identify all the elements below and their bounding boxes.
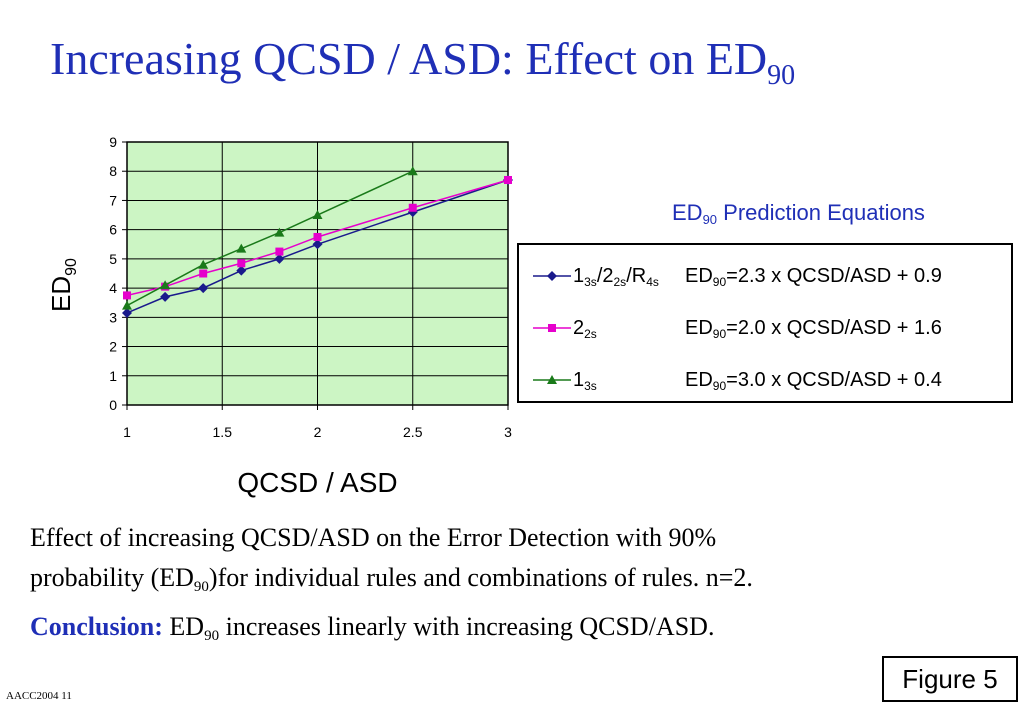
legend-equation-1: ED90=2.3 x QCSD/ASD + 0.9 — [685, 265, 942, 289]
data-point-triangle — [236, 243, 247, 253]
data-point-diamond — [312, 239, 323, 250]
data-point-diamond — [274, 253, 285, 264]
y-tick-label: 1 — [109, 368, 117, 384]
legend-item-2: 22s ED90=2.0 x QCSD/ASD + 1.6 — [519, 314, 1011, 344]
y-tick-label: 5 — [109, 251, 117, 267]
conclusion-text: ED90 increases linearly with increasing … — [162, 612, 715, 644]
y-axis-label: ED90 — [46, 258, 80, 312]
data-point-diamond — [236, 265, 247, 276]
y-tick-label: 4 — [109, 280, 117, 296]
caption-line-1: Effect of increasing QCSD/ASD on the Err… — [30, 523, 717, 552]
y-tick-label: 2 — [109, 339, 117, 355]
x-tick-label: 2 — [314, 424, 322, 440]
plot-border — [126, 141, 509, 406]
y-tick-label: 0 — [109, 397, 117, 413]
data-point-square — [408, 203, 417, 212]
legend-item-3: 13s ED90=3.0 x QCSD/ASD + 0.4 — [519, 366, 1011, 396]
legend-item-1: 13s/22s/R4s ED90=2.3 x QCSD/ASD + 0.9 — [519, 262, 1011, 292]
data-point-diamond — [122, 307, 132, 318]
x-tick-label: 1.5 — [213, 424, 233, 440]
x-tick-label: 3 — [504, 424, 512, 440]
data-point-square — [504, 175, 512, 184]
series-line-2 — [126, 179, 509, 297]
data-point-square — [313, 232, 322, 241]
legend-marker-diamond — [533, 271, 571, 281]
data-point-square — [199, 269, 208, 278]
legend-marker-square — [533, 324, 571, 332]
conclusion-label: Conclusion: — [30, 612, 163, 641]
y-tick-label: 9 — [109, 134, 117, 150]
data-point-diamond — [198, 283, 209, 294]
equations-title: ED90 Prediction Equations — [672, 200, 925, 227]
data-point-diamond — [160, 291, 171, 302]
chart-legend: 13s/22s/R4s ED90=2.3 x QCSD/ASD + 0.9 22… — [517, 243, 1013, 403]
data-point-square — [123, 291, 131, 300]
legend-equation-3: ED90=3.0 x QCSD/ASD + 0.4 — [685, 369, 942, 393]
legend-label-1: 13s/22s/R4s — [573, 265, 659, 289]
data-point-triangle — [312, 210, 323, 220]
slide-footer: AACC2004 11 — [6, 690, 72, 702]
figure-caption: Effect of increasing QCSD/ASD on the Err… — [30, 518, 1010, 656]
caption-line-2: probability (ED90)for individual rules a… — [30, 563, 753, 595]
data-point-square — [237, 259, 246, 268]
data-point-triangle — [407, 166, 418, 176]
data-point-triangle — [160, 280, 171, 290]
y-tick-label: 8 — [109, 163, 117, 179]
data-point-triangle — [122, 300, 132, 310]
x-axis-label: QCSD / ASD — [237, 467, 397, 498]
y-tick-label: 7 — [109, 192, 117, 208]
legend-equation-2: ED90=2.0 x QCSD/ASD + 1.6 — [685, 317, 942, 341]
y-tick-label: 3 — [109, 309, 117, 325]
y-tick-label: 6 — [109, 222, 117, 238]
legend-marker-triangle — [533, 375, 571, 384]
data-point-triangle — [274, 227, 285, 237]
legend-label-3: 13s — [573, 369, 597, 393]
x-tick-label: 2.5 — [403, 424, 423, 440]
x-tick-label: 1 — [123, 424, 131, 440]
legend-label-2: 22s — [573, 317, 597, 341]
data-point-square — [275, 247, 284, 256]
data-point-triangle — [198, 259, 209, 269]
figure-label: Figure 5 — [882, 656, 1018, 702]
series-line-1 — [126, 179, 509, 314]
page-title: Increasing QCSD / ASD: Effect on ED90 — [50, 33, 796, 91]
